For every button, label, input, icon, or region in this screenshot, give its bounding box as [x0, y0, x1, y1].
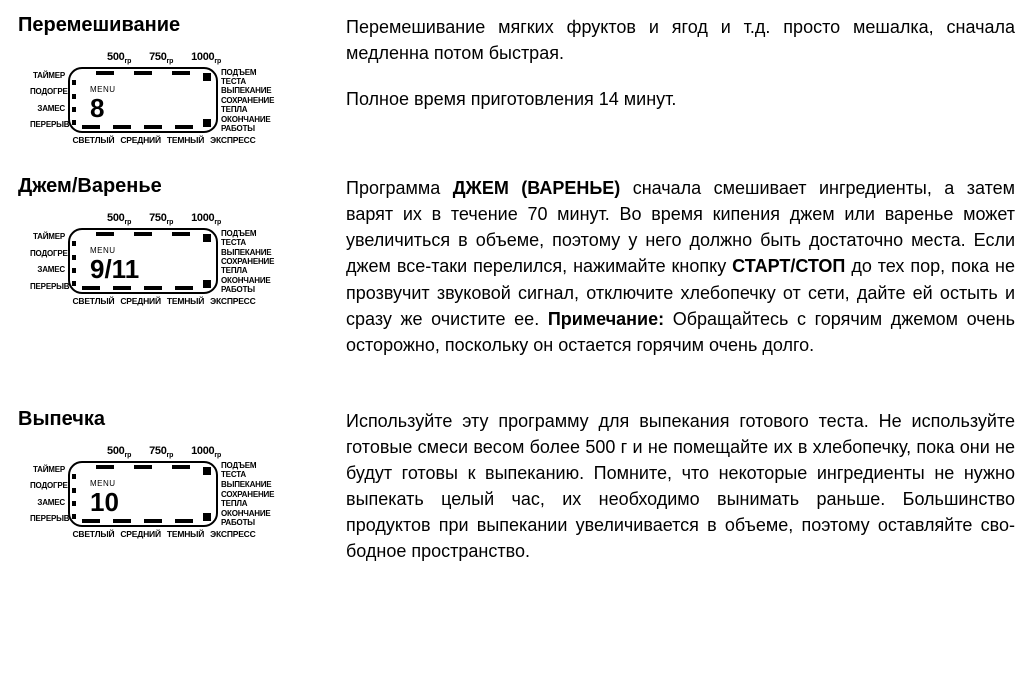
- lcd-screen: MENU 10: [68, 461, 218, 527]
- right-labels: ПОДЪЕМ ТЕСТА ВЫПЕКАНИЕ СОХРАНЕНИЕ ТЕПЛА …: [218, 461, 268, 527]
- section-mixing: Перемешивание 500гр 750гр 1000гр ТАЙМЕР …: [18, 14, 1015, 145]
- desc-paragraph: Программа ДЖЕМ (ВАРЕНЬЕ) сначала смешива…: [346, 175, 1015, 358]
- section-title: Перемешивание: [18, 14, 298, 37]
- menu-number: 8: [90, 93, 104, 124]
- right-labels: ПОДЪЕМ ТЕСТА ВЫПЕКАНИЕ СОХРАНЕНИЕ ТЕПЛА …: [218, 228, 268, 294]
- right-labels: ПОДЪЕМ ТЕСТА ВЫПЕКАНИЕ СОХРАНЕНИЕ ТЕПЛА …: [218, 67, 268, 133]
- section-bake: Выпечка 500гр 750гр 1000гр ТАЙМЕР ПОДОГР…: [18, 408, 1015, 585]
- crust-labels: СВЕТЛЫЙ СРЕДНИЙ ТЕМНЫЙ ЭКСПРЕСС: [58, 135, 270, 145]
- desc-paragraph: Полное время приготовления 14 минут.: [346, 86, 1015, 112]
- section-title: Выпечка: [18, 408, 298, 431]
- desc-paragraph: Используйте эту программу для выпекания …: [346, 408, 1015, 565]
- weight-labels: 500гр 750гр 1000гр: [58, 51, 270, 65]
- left-labels: ТАЙМЕР ПОДОГРЕВ ЗАМЕС ПЕРЕРЫВ: [30, 67, 68, 133]
- section-title: Джем/Варенье: [18, 175, 298, 198]
- breadmaker-display: 500гр 750гр 1000гр ТАЙМЕР ПОДОГРЕВ ЗАМЕС…: [30, 212, 270, 306]
- section-jam: Джем/Варенье 500гр 750гр 1000гр ТАЙМЕР П…: [18, 175, 1015, 378]
- weight-labels: 500гр 750гр 1000гр: [58, 212, 270, 226]
- description: Программа ДЖЕМ (ВАРЕНЬЕ) сначала смешива…: [346, 175, 1015, 378]
- description: Используйте эту программу для выпекания …: [346, 408, 1015, 585]
- left-column: Выпечка 500гр 750гр 1000гр ТАЙМЕР ПОДОГР…: [18, 408, 298, 539]
- left-column: Джем/Варенье 500гр 750гр 1000гр ТАЙМЕР П…: [18, 175, 298, 306]
- left-labels: ТАЙМЕР ПОДОГРЕВ ЗАМЕС ПЕРЕРЫВ: [30, 228, 68, 294]
- lcd-screen: MENU 8: [68, 67, 218, 133]
- breadmaker-display: 500гр 750гр 1000гр ТАЙМЕР ПОДОГРЕВ ЗАМЕС…: [30, 51, 270, 145]
- description: Перемешивание мягких фруктов и ягод и т.…: [346, 14, 1015, 132]
- weight-labels: 500гр 750гр 1000гр: [58, 445, 270, 459]
- left-labels: ТАЙМЕР ПОДОГРЕВ ЗАМЕС ПЕРЕРЫВ: [30, 461, 68, 527]
- menu-number: 10: [90, 487, 119, 518]
- breadmaker-display: 500гр 750гр 1000гр ТАЙМЕР ПОДОГРЕВ ЗАМЕС…: [30, 445, 270, 539]
- menu-number: 9/11: [90, 254, 139, 285]
- left-column: Перемешивание 500гр 750гр 1000гр ТАЙМЕР …: [18, 14, 298, 145]
- crust-labels: СВЕТЛЫЙ СРЕДНИЙ ТЕМНЫЙ ЭКСПРЕСС: [58, 529, 270, 539]
- lcd-screen: MENU 9/11: [68, 228, 218, 294]
- desc-paragraph: Перемешивание мягких фруктов и ягод и т.…: [346, 14, 1015, 66]
- crust-labels: СВЕТЛЫЙ СРЕДНИЙ ТЕМНЫЙ ЭКСПРЕСС: [58, 296, 270, 306]
